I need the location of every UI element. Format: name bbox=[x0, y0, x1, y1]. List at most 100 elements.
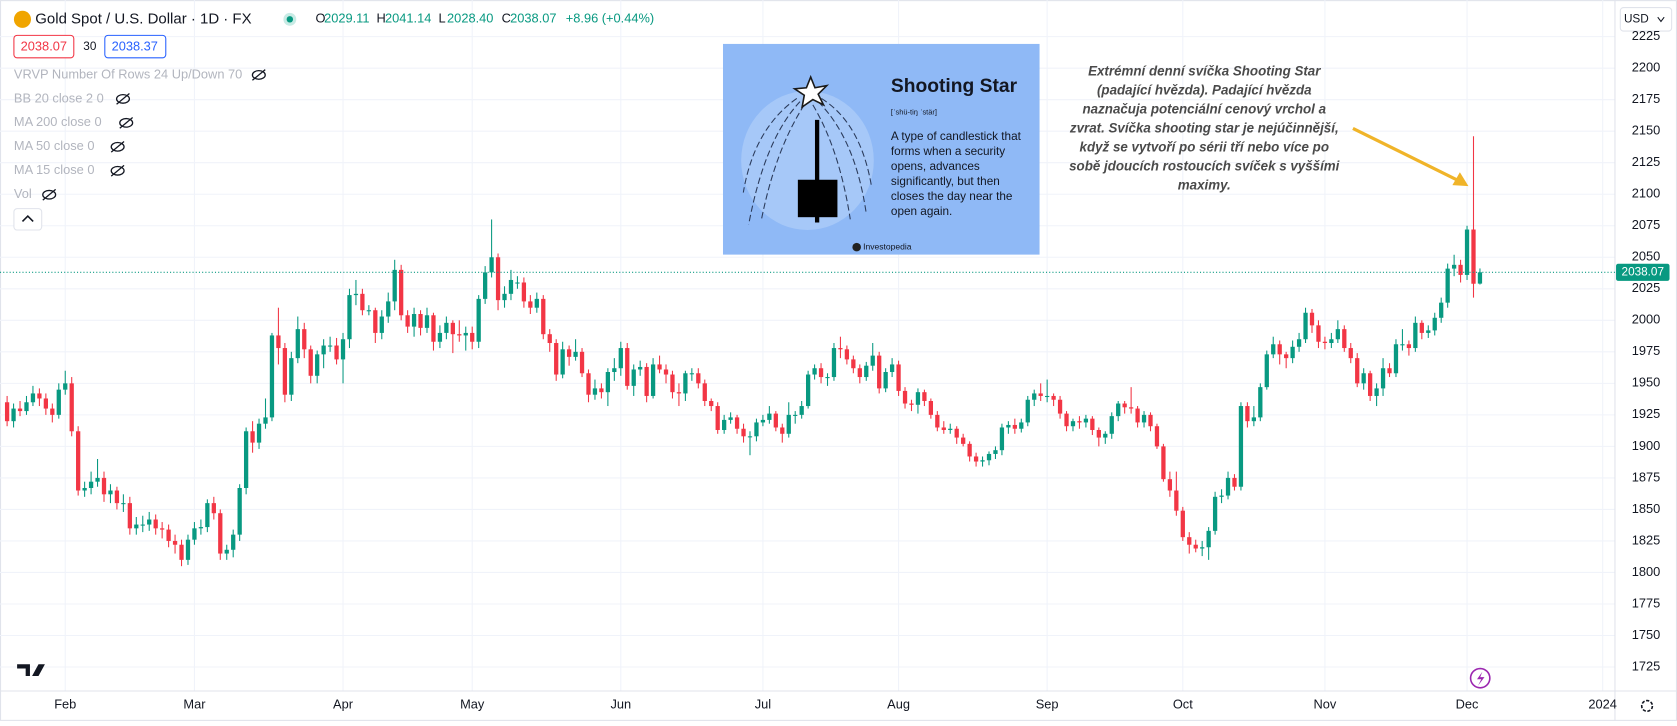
candle-body bbox=[1180, 510, 1185, 538]
candle-body bbox=[1077, 421, 1082, 423]
indicator-label[interactable]: VRVP Number Of Rows 24 Up/Down 70 bbox=[14, 66, 242, 81]
candle-body bbox=[650, 364, 656, 396]
candle-body bbox=[1342, 329, 1347, 349]
candle-body bbox=[256, 423, 262, 443]
candle-body bbox=[243, 431, 249, 488]
indicator-label[interactable]: MA 200 close 0 bbox=[14, 114, 102, 129]
tradingview-logo[interactable] bbox=[17, 664, 45, 677]
candle-body bbox=[986, 453, 992, 461]
candle-body bbox=[392, 269, 397, 302]
candle-body bbox=[780, 427, 785, 434]
candle-body bbox=[935, 414, 940, 428]
candle-body bbox=[1451, 264, 1457, 269]
visibility-icon[interactable] bbox=[110, 165, 125, 176]
visibility-icon[interactable] bbox=[251, 70, 266, 80]
candle-body bbox=[1167, 479, 1173, 491]
spread: 30 bbox=[83, 40, 97, 53]
candle-body bbox=[82, 487, 87, 491]
candle-body bbox=[818, 368, 824, 378]
card-description: open again. bbox=[891, 205, 952, 218]
y-tick-label: 2150 bbox=[1632, 123, 1661, 138]
candle-body bbox=[702, 383, 707, 402]
candle-body bbox=[1128, 407, 1134, 409]
candle-body bbox=[1187, 537, 1192, 545]
candle-body bbox=[1193, 544, 1198, 549]
ohlc-key: L bbox=[439, 11, 446, 26]
sell-badge[interactable] bbox=[13, 34, 75, 59]
symbol-title[interactable]: Gold Spot / U.S. Dollar · 1D · FX bbox=[35, 10, 251, 27]
candle-body bbox=[954, 428, 959, 438]
candle-body bbox=[1148, 414, 1153, 427]
visibility-slash bbox=[42, 188, 57, 201]
candle-body bbox=[1219, 495, 1224, 497]
candle-body bbox=[166, 529, 171, 541]
candle-body bbox=[308, 349, 313, 376]
candle-body bbox=[1232, 477, 1237, 487]
candle-body bbox=[767, 413, 772, 420]
visibility-icon[interactable] bbox=[119, 117, 134, 128]
candle-body bbox=[528, 301, 533, 308]
ohlc-value: 2041.14 bbox=[385, 11, 431, 26]
collapse-button[interactable] bbox=[13, 208, 43, 231]
x-tick-label: Jul bbox=[755, 696, 771, 711]
candle-body bbox=[147, 519, 152, 525]
candle-body bbox=[999, 427, 1005, 451]
candle-body bbox=[502, 293, 507, 301]
candle-body bbox=[612, 368, 617, 373]
candle-body bbox=[437, 332, 443, 342]
card-description: significantly, but then bbox=[891, 175, 1000, 188]
candle-body bbox=[722, 419, 727, 430]
y-tick-label: 1950 bbox=[1632, 375, 1661, 390]
lightning-button[interactable] bbox=[1469, 667, 1491, 689]
indicator-label[interactable]: Vol bbox=[14, 186, 32, 201]
candle-body bbox=[476, 298, 481, 342]
candle-body bbox=[1284, 354, 1289, 359]
candle-body bbox=[508, 279, 514, 294]
indicator-label[interactable]: MA 50 close 0 bbox=[14, 138, 95, 153]
candle-body bbox=[844, 349, 850, 360]
candle-body bbox=[831, 348, 837, 378]
candle-body bbox=[838, 348, 843, 350]
visibility-icon[interactable] bbox=[110, 141, 125, 152]
candle-body bbox=[289, 358, 294, 395]
candle-body bbox=[1251, 417, 1257, 422]
candle-body bbox=[1413, 322, 1418, 349]
card-title: Shooting Star bbox=[891, 76, 1018, 97]
indicator-label[interactable]: MA 15 close 0 bbox=[14, 162, 95, 177]
candle-body bbox=[993, 450, 998, 454]
annotation-line: (padající hvězda). Padající hvězda bbox=[1097, 82, 1312, 97]
candle-body bbox=[683, 373, 688, 394]
annotation-line: zvrat. Svíčka shooting star je nejúčinně… bbox=[1069, 120, 1339, 135]
y-tick-label: 2225 bbox=[1632, 28, 1661, 43]
candle-body bbox=[896, 364, 901, 391]
ohlc-value: 2028.40 bbox=[447, 11, 493, 26]
currency-button[interactable] bbox=[1619, 7, 1673, 32]
x-tick-label: Apr bbox=[333, 696, 354, 711]
y-tick-label: 1750 bbox=[1632, 627, 1661, 642]
candle-body bbox=[334, 345, 339, 360]
candle-body bbox=[295, 329, 300, 359]
visibility-icon[interactable] bbox=[115, 93, 131, 104]
candle-body bbox=[1012, 424, 1017, 429]
y-tick-label: 1850 bbox=[1632, 501, 1661, 516]
candle-body bbox=[1374, 388, 1379, 396]
candle-body bbox=[644, 366, 649, 396]
visibility-icon[interactable] bbox=[42, 189, 57, 200]
candle-body bbox=[1154, 426, 1160, 447]
candle-body bbox=[211, 503, 216, 514]
y-tick-label: 2200 bbox=[1632, 60, 1661, 75]
indicator-label[interactable]: BB 20 close 2 0 bbox=[14, 90, 104, 105]
candle-body bbox=[1296, 339, 1302, 347]
card-description: A type of candlestick that bbox=[891, 130, 1022, 143]
x-tick-label: Aug bbox=[887, 696, 910, 711]
candle-body bbox=[715, 406, 720, 430]
candle-body bbox=[366, 310, 371, 312]
candle-body bbox=[127, 503, 132, 529]
buy-badge[interactable] bbox=[104, 34, 167, 59]
candle-body-icon bbox=[797, 179, 838, 218]
candle-body bbox=[1477, 272, 1483, 284]
y-tick-label: 1725 bbox=[1632, 658, 1661, 673]
settings-icon[interactable] bbox=[1640, 699, 1654, 713]
candle-body bbox=[1212, 496, 1218, 531]
candle-body bbox=[857, 368, 862, 378]
